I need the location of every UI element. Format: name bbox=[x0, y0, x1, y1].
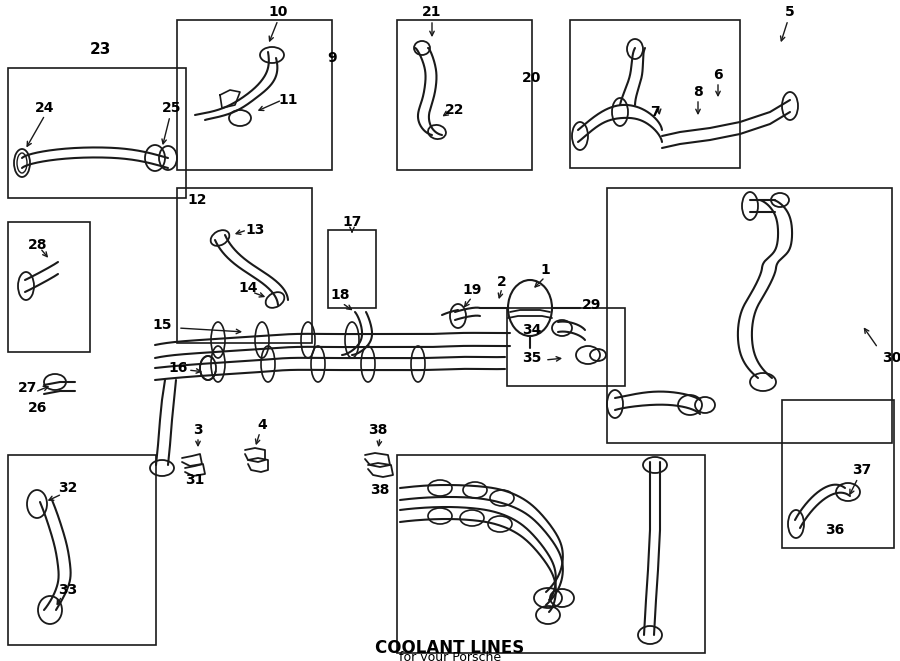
Text: 34: 34 bbox=[522, 323, 542, 337]
Text: 35: 35 bbox=[522, 351, 542, 365]
Text: 16: 16 bbox=[168, 361, 188, 375]
Bar bbox=[177, 20, 332, 170]
Text: 13: 13 bbox=[246, 223, 265, 237]
Text: 27: 27 bbox=[18, 381, 38, 395]
Text: 10: 10 bbox=[268, 5, 288, 19]
Text: 20: 20 bbox=[522, 71, 542, 85]
Text: 36: 36 bbox=[825, 523, 844, 537]
Bar bbox=[782, 400, 894, 548]
Bar bbox=[328, 230, 376, 308]
Text: 3: 3 bbox=[194, 423, 202, 437]
Text: 29: 29 bbox=[582, 298, 602, 312]
Text: 12: 12 bbox=[187, 193, 206, 207]
Text: 38: 38 bbox=[368, 423, 388, 437]
Bar bbox=[8, 222, 90, 352]
Bar bbox=[8, 455, 156, 645]
Text: 25: 25 bbox=[162, 101, 182, 115]
Text: 18: 18 bbox=[330, 288, 350, 302]
Text: 33: 33 bbox=[58, 583, 77, 597]
Text: for your Porsche: for your Porsche bbox=[399, 652, 501, 661]
Text: 15: 15 bbox=[152, 318, 172, 332]
Bar bbox=[397, 20, 532, 170]
Bar bbox=[570, 20, 740, 168]
Text: 5: 5 bbox=[785, 5, 795, 19]
Text: 22: 22 bbox=[446, 103, 464, 117]
Text: 11: 11 bbox=[278, 93, 298, 107]
Bar bbox=[507, 308, 625, 386]
Text: 31: 31 bbox=[185, 473, 204, 487]
Text: 28: 28 bbox=[28, 238, 48, 252]
Text: 1: 1 bbox=[540, 263, 550, 277]
Text: 37: 37 bbox=[852, 463, 871, 477]
Bar bbox=[177, 188, 312, 343]
Text: 8: 8 bbox=[693, 85, 703, 99]
Text: 24: 24 bbox=[35, 101, 55, 115]
Text: 2: 2 bbox=[497, 275, 507, 289]
Bar bbox=[397, 455, 705, 653]
Bar bbox=[8, 68, 186, 198]
Text: 6: 6 bbox=[713, 68, 723, 82]
Text: 4: 4 bbox=[257, 418, 267, 432]
Text: 9: 9 bbox=[328, 51, 337, 65]
Bar bbox=[607, 188, 892, 443]
Text: 21: 21 bbox=[422, 5, 442, 19]
Text: 38: 38 bbox=[370, 483, 390, 497]
Text: 26: 26 bbox=[28, 401, 48, 415]
Text: 14: 14 bbox=[238, 281, 257, 295]
Text: 32: 32 bbox=[58, 481, 77, 495]
Text: 7: 7 bbox=[650, 105, 660, 119]
Text: 23: 23 bbox=[89, 42, 111, 58]
Text: 30: 30 bbox=[882, 351, 900, 365]
Text: COOLANT LINES: COOLANT LINES bbox=[375, 639, 525, 657]
Text: 19: 19 bbox=[463, 283, 482, 297]
Text: 17: 17 bbox=[342, 215, 362, 229]
